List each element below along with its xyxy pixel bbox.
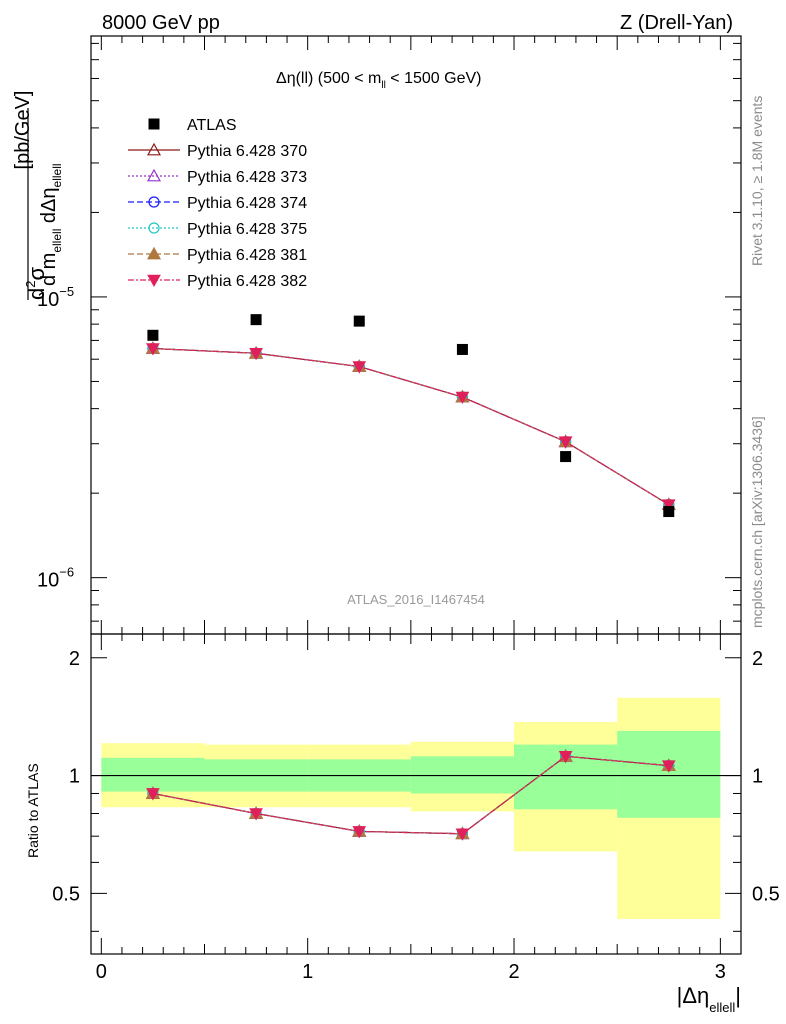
ratio-ytick-label-right: 2 bbox=[752, 648, 763, 670]
atlas-data-point bbox=[456, 343, 468, 355]
atlas-data-point bbox=[560, 451, 572, 463]
mc-point-5 bbox=[352, 361, 367, 374]
main-ylabel-unit: [pb/GeV] bbox=[12, 91, 34, 170]
ratio-point-5 bbox=[455, 828, 470, 841]
legend-marker-6 bbox=[147, 274, 161, 288]
ratio-ylabel: Ratio to ATLAS bbox=[25, 763, 41, 858]
ratio-ytick-label-left: 0.5 bbox=[52, 883, 80, 905]
legend-marker-4 bbox=[148, 222, 160, 234]
main-ylabel: d2σ bbox=[23, 267, 49, 300]
legend-label-1: Pythia 6.428 370 bbox=[187, 143, 307, 160]
mc-line-2 bbox=[152, 347, 670, 506]
legend-marker-3 bbox=[148, 196, 160, 208]
ratio-point-5 bbox=[661, 760, 676, 773]
plot-title: Δη(ll) (500 < mll < 1500 GeV) bbox=[276, 70, 481, 91]
ratio-frame bbox=[90, 633, 742, 955]
legend-label-0: ATLAS bbox=[187, 117, 237, 134]
ratio-point-5 bbox=[558, 751, 573, 764]
mcplots-label: mcplots.cern.ch [arXiv:1306.3436] bbox=[749, 416, 765, 628]
xtick-label: 3 bbox=[715, 961, 726, 983]
legend-marker-1 bbox=[146, 142, 162, 156]
main-panel: 10−5 10−6 bbox=[37, 36, 741, 634]
main-ytick-label: 10−5 bbox=[37, 284, 74, 311]
mc-line-0 bbox=[152, 347, 670, 506]
header-left: 8000 GeV pp bbox=[102, 12, 220, 34]
ratio-ytick-label-right: 0.5 bbox=[752, 883, 780, 905]
ratio-point-5 bbox=[146, 788, 160, 801]
mc-point-5 bbox=[455, 391, 470, 405]
mc-point-5 bbox=[249, 347, 263, 361]
mc-line-5 bbox=[152, 347, 670, 506]
ratio-panel: 2 2 1 1 0.5 0.5 0 1 2 3 bbox=[52, 634, 780, 983]
rivet-label: Rivet 3.1.10, ≥ 1.8M events bbox=[749, 96, 765, 266]
legend-marker-0 bbox=[148, 118, 160, 130]
ratio-point-5 bbox=[249, 808, 263, 821]
xlabel: |Δηellell| bbox=[677, 983, 741, 1015]
atlas-data-point bbox=[663, 506, 675, 518]
mc-line-3 bbox=[152, 347, 670, 506]
ratio-line-5 bbox=[152, 755, 669, 835]
ratio-ytick-label-right: 1 bbox=[752, 766, 763, 788]
legend-marker-2 bbox=[146, 168, 162, 182]
legend-label-2: Pythia 6.428 373 bbox=[187, 169, 307, 186]
xtick-label: 2 bbox=[508, 961, 519, 983]
legend-marker-5 bbox=[146, 246, 162, 260]
ratio-ytick-label-left: 2 bbox=[69, 648, 80, 670]
xtick-label: 1 bbox=[302, 961, 313, 983]
mc-point-5 bbox=[558, 436, 573, 449]
mc-line-1 bbox=[152, 347, 670, 506]
atlas-data-point bbox=[353, 315, 365, 327]
svg-text:d2σ: d2σ bbox=[23, 267, 49, 300]
main-ytick-label: 10−6 bbox=[37, 565, 74, 592]
legend-label-4: Pythia 6.428 375 bbox=[187, 221, 307, 238]
mc-point-5 bbox=[146, 343, 160, 356]
xtick-label: 0 bbox=[96, 961, 107, 983]
atlas-data-point bbox=[147, 329, 159, 341]
ratio-band-stat bbox=[101, 757, 205, 792]
main-ylabel-denominator: d mellell dΔηellell bbox=[38, 163, 64, 286]
ratio-point-5 bbox=[352, 826, 367, 839]
legend-label-3: Pythia 6.428 374 bbox=[187, 195, 307, 212]
analysis-watermark: ATLAS_2016_I1467454 bbox=[347, 592, 485, 607]
mc-line-4 bbox=[152, 347, 670, 506]
svg-text:d mellell dΔηellell: d mellell dΔηellell bbox=[38, 163, 64, 286]
atlas-data-point bbox=[250, 314, 262, 326]
header-right: Z (Drell-Yan) bbox=[620, 12, 733, 34]
mc-point-5 bbox=[661, 499, 676, 512]
ratio-ytick-label-left: 1 bbox=[69, 766, 80, 788]
legend: ATLAS Pythia 6.428 370 Pythia 6.428 373 Pyt… bbox=[128, 117, 307, 290]
legend-label-6: Pythia 6.428 382 bbox=[187, 273, 307, 290]
ratio-band-stat bbox=[617, 730, 721, 818]
ratio-band-stat bbox=[410, 756, 515, 794]
legend-label-5: Pythia 6.428 381 bbox=[187, 247, 307, 264]
svg-text:[pb/GeV]: [pb/GeV] bbox=[12, 91, 34, 170]
